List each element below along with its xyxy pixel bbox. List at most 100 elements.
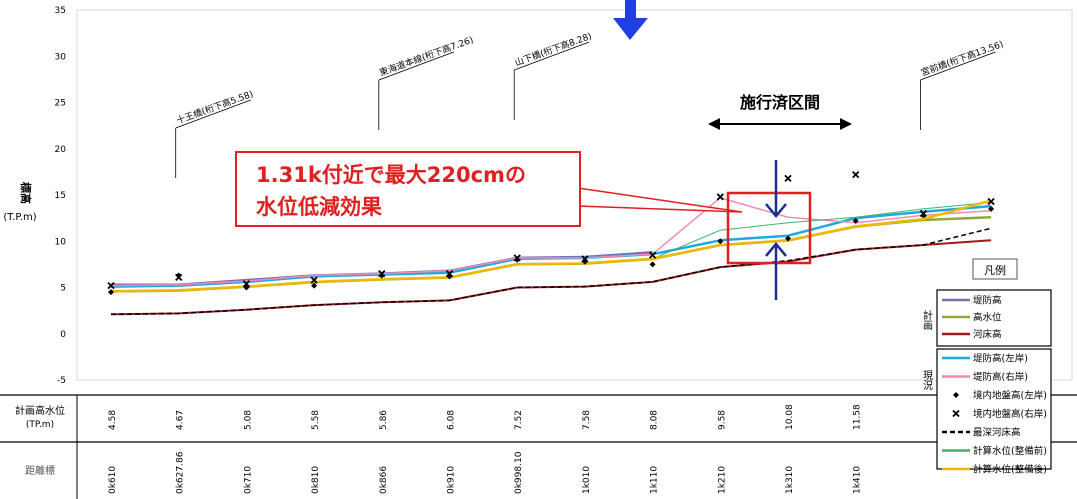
legend-title: 凡例: [984, 263, 1006, 277]
plot-frame: [76, 9, 1073, 381]
marker-point: [311, 282, 318, 289]
series-line: [110, 227, 992, 316]
y-tick-label: 35: [55, 6, 66, 16]
callout-box: [235, 151, 581, 227]
y-tick-label: 10: [55, 237, 67, 247]
row2-value: 0k810: [311, 466, 321, 494]
legend-label: 境内地盤高(左岸): [973, 390, 1047, 402]
callout-line-1: 1.31k付近で最大220cmの: [256, 163, 526, 187]
marker-point: [717, 238, 724, 245]
bridge-label: 山下橋(桁下高8.28): [513, 30, 593, 69]
y-tick-label: 20: [55, 145, 67, 155]
row1-value: 5.86: [379, 410, 389, 430]
series-line: [652, 201, 992, 260]
bridge-leader: [920, 51, 996, 81]
section-arrow-left-head: [708, 118, 720, 130]
row1-value: 5.58: [311, 410, 321, 430]
marker-point: [716, 193, 724, 201]
legend-label: 計算水位(整備前): [973, 445, 1047, 457]
row2-value: 0k627.86: [176, 451, 186, 494]
legend-label: 高水位: [973, 312, 1002, 324]
legend-label: 堤防高(右岸): [973, 371, 1028, 383]
row2-value: 1k210: [717, 466, 727, 494]
marker-point: [378, 269, 386, 278]
row2-label: 距離標: [25, 464, 55, 477]
row1-value: 7.58: [582, 410, 592, 430]
row2-value: 0k710: [243, 466, 253, 494]
marker-point: [784, 174, 792, 182]
marker-point: [513, 254, 521, 262]
bridge-label: 宮前橋(桁下高13.56): [919, 38, 1005, 79]
y-tick-label: -5: [57, 376, 66, 386]
legend-group-current: 現況: [921, 370, 933, 391]
marker-point: [108, 289, 114, 296]
y-tick-label: 5: [60, 284, 66, 294]
row2-value: 0k910: [447, 466, 457, 494]
top-arrow-shaft: [625, 0, 636, 18]
marker-point: [987, 197, 995, 206]
y-tick-label: 25: [55, 99, 66, 109]
top-arrow-head: [613, 18, 648, 40]
y-tick-label: 15: [55, 191, 66, 201]
marker-point: [175, 273, 183, 281]
marker-point: [310, 276, 318, 284]
row1-value: 5.08: [243, 410, 253, 430]
bridge-leader: [378, 51, 454, 81]
row2-value: 1k310: [785, 466, 795, 494]
marker-point: [988, 205, 995, 212]
reduction-arrows: [765, 160, 787, 300]
legend-label: 最深河床高: [973, 427, 1021, 439]
legend-swatch: [953, 392, 959, 398]
construction-section: 施行済区間: [708, 93, 852, 130]
marker-point: [107, 282, 115, 290]
section-label: 施行済区間: [740, 93, 820, 112]
row2-value: 0k610: [108, 466, 118, 494]
down-arrow-head: [765, 203, 787, 218]
row1-value: 4.67: [176, 410, 186, 430]
row1-value: 7.52: [514, 410, 524, 430]
marker-point: [919, 209, 928, 218]
y-tick-label: 0: [60, 330, 66, 340]
up-arrow-head: [765, 242, 787, 257]
marker-point: [852, 171, 860, 179]
marker-point: [581, 255, 589, 263]
marker-point: [445, 269, 454, 278]
row1-value: 4.58: [108, 410, 118, 430]
row2-value: 1k010: [582, 466, 592, 494]
bridge-leader: [175, 99, 251, 129]
bridge-label: 十王橋(桁下高5.58): [175, 88, 255, 127]
marker-point: [648, 251, 657, 259]
legend-label: 堤防高: [973, 295, 1002, 307]
marker-point: [852, 217, 859, 224]
row1-unit: (TP.m): [26, 420, 54, 430]
legend-swatch: [952, 409, 960, 418]
callout-line-2: 水位低減効果: [256, 195, 382, 219]
legend-label: 河床高: [973, 329, 1002, 341]
series-line: [110, 199, 992, 293]
series-markers: [107, 171, 995, 296]
y-axis-label: 標高: [19, 182, 33, 204]
legend-label: 境内地盤高(右岸): [973, 408, 1047, 420]
row1-value: 10.08: [785, 404, 795, 430]
row2-value: 1k410: [853, 466, 863, 494]
data-table: 計画高水位 (TP.m) 距離標 4.58 4.67 5.08 5.58 5.86 6.0…: [0, 394, 1077, 499]
row1-value: 11.58: [853, 404, 863, 430]
section-arrow-right-head: [840, 118, 852, 130]
series-line: [110, 197, 992, 287]
legend-group-plan: 計画: [921, 309, 933, 331]
y-axis: -5 0 5 10 15 20 25 30 35: [55, 6, 67, 386]
row1-label: 計画高水位: [15, 404, 65, 417]
row2-value: 1k110: [650, 466, 660, 494]
callout: 1.31k付近で最大220cmの 水位低減効果: [235, 151, 743, 227]
top-arrow: [613, 0, 648, 40]
legend-title-box: [972, 258, 1018, 280]
legend-label: 計算水位(整備後): [973, 464, 1047, 476]
y-axis-unit: (T.P.m): [3, 212, 36, 223]
legend-label: 堤防高(左岸): [973, 353, 1028, 365]
row1-value: 8.08: [650, 410, 660, 430]
highlight-box: [726, 191, 812, 265]
y-tick-label: 30: [55, 52, 67, 62]
